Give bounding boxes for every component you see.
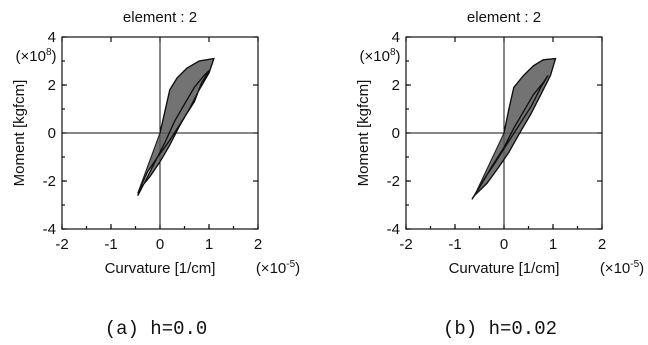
x-axis-multiplier: (×10-5) xyxy=(256,259,300,277)
y-tick-label: -4 xyxy=(43,221,56,238)
x-tick-label: 2 xyxy=(254,236,262,253)
x-tick-label: 1 xyxy=(205,236,213,253)
y-axis-label: Moment [kgfcm] xyxy=(11,80,28,187)
x-axis-label: Curvature [1/cm] xyxy=(105,260,216,277)
y-axis-label: Moment [kgfcm] xyxy=(355,80,372,187)
x-tick-label: -2 xyxy=(55,236,68,253)
x-tick-label: 0 xyxy=(156,236,164,253)
y-tick-label: -4 xyxy=(387,221,400,238)
series-loop-line xyxy=(471,57,557,200)
y-tick-label: 2 xyxy=(392,77,400,94)
x-axis-label: Curvature [1/cm] xyxy=(449,260,560,277)
y-tick-label: 4 xyxy=(392,29,400,46)
x-tick-label: -2 xyxy=(399,236,412,253)
panel-caption: (a) h=0.0 xyxy=(105,318,208,340)
x-axis-multiplier: (×10-5) xyxy=(600,259,644,277)
x-tick-label: -1 xyxy=(448,236,461,253)
x-tick-label: -1 xyxy=(104,236,117,253)
series-loop-line xyxy=(137,57,215,196)
y-tick-label: 4 xyxy=(48,29,56,46)
chart-title: element : 2 xyxy=(467,9,541,26)
x-tick-label: 0 xyxy=(500,236,508,253)
x-tick-label: 2 xyxy=(598,236,606,253)
y-axis-multiplier: (×108) xyxy=(15,47,56,65)
x-tick-label: 1 xyxy=(549,236,557,253)
y-axis-multiplier: (×108) xyxy=(359,47,400,65)
y-tick-label: 2 xyxy=(48,77,56,94)
y-tick-label: 0 xyxy=(48,125,56,142)
panel-caption: (b) h=0.02 xyxy=(443,318,557,340)
y-tick-label: 0 xyxy=(392,125,400,142)
y-tick-label: -2 xyxy=(387,173,400,190)
chart-title: element : 2 xyxy=(123,9,197,26)
y-tick-label: -2 xyxy=(43,173,56,190)
